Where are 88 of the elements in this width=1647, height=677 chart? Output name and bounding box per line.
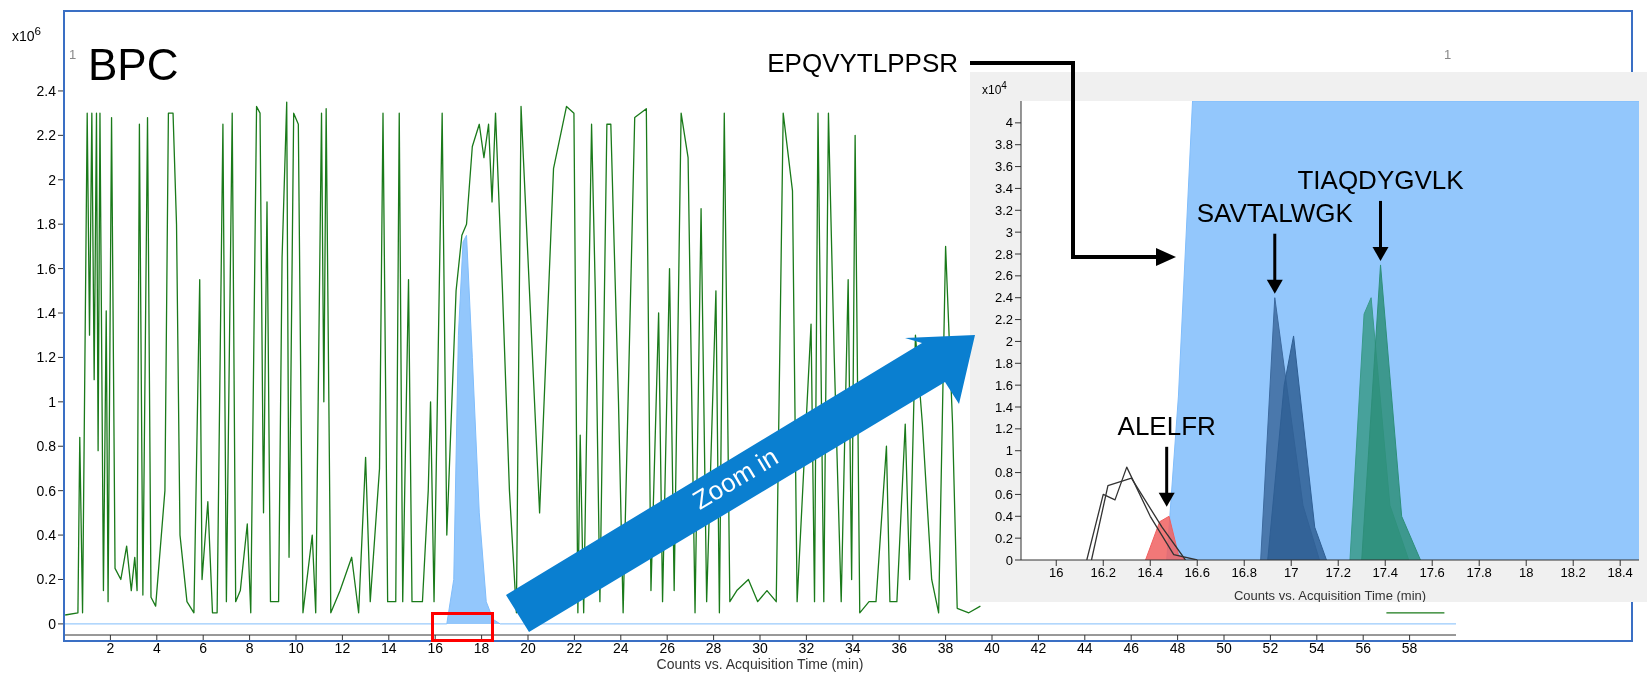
y-tick-label: 1 xyxy=(48,393,57,410)
annotation: 1 xyxy=(1444,47,1452,62)
x-tick-label: 46 xyxy=(1123,639,1140,656)
x-tick-label: 20 xyxy=(520,639,536,656)
y-axis-title: x10$^{4}$ xyxy=(982,80,1007,97)
y-tick-label: 0.8 xyxy=(994,465,1013,481)
x-tick-label: 17.4 xyxy=(1372,565,1398,581)
x-tick-label: 40 xyxy=(984,639,1000,656)
x-tick-label: 2 xyxy=(106,639,115,656)
x-tick-label: 34 xyxy=(845,639,861,656)
x-tick-label: 6 xyxy=(199,639,208,656)
x-tick-label: 17.2 xyxy=(1325,565,1351,581)
y-tick-label: 1 xyxy=(1005,443,1013,459)
y-tick-label: 1.2 xyxy=(994,421,1013,437)
x-tick-label: 18 xyxy=(473,639,490,656)
y-tick-label: 1.8 xyxy=(994,355,1013,371)
x-tick-label: 52 xyxy=(1262,639,1279,656)
x-tick-label: 30 xyxy=(752,639,768,656)
x-tick-label: 44 xyxy=(1077,639,1093,656)
x-tick-label: 16.6 xyxy=(1184,565,1210,581)
x-tick-label: 12 xyxy=(334,639,351,656)
x-tick-label: 56 xyxy=(1355,639,1372,656)
y-tick-label: 0.2 xyxy=(994,530,1013,546)
y-tick-label: 1.6 xyxy=(36,260,57,277)
annotation: 1 xyxy=(69,47,77,62)
x-tick-label: 48 xyxy=(1169,639,1186,656)
x-tick-label: 17 xyxy=(1283,565,1299,581)
y-tick-label: 0.6 xyxy=(994,487,1013,503)
x-tick-label: 16.2 xyxy=(1090,565,1116,581)
y-axis-title: x10$^{6}$ xyxy=(12,24,42,44)
y-tick-label: 2.2 xyxy=(36,127,57,144)
x-tick-label: 17.8 xyxy=(1466,565,1492,581)
x-tick-label: 54 xyxy=(1309,639,1325,656)
y-tick-label: 2.8 xyxy=(994,246,1013,262)
x-tick-label: 18.4 xyxy=(1607,565,1633,581)
x-tick-label: 16 xyxy=(427,639,444,656)
y-tick-label: 2.4 xyxy=(994,290,1013,306)
y-tick-label: 1.6 xyxy=(994,377,1013,393)
y-tick-label: 0.6 xyxy=(36,482,57,499)
y-tick-label: 2.2 xyxy=(994,312,1013,328)
x-tick-label: 26 xyxy=(659,639,676,656)
y-tick-label: 3.4 xyxy=(994,181,1013,197)
y-tick-label: 2.4 xyxy=(36,82,57,99)
x-tick-label: 17.6 xyxy=(1419,565,1445,581)
x-tick-label: 38 xyxy=(937,639,954,656)
annotation: EPQVYTLPPSR xyxy=(767,48,958,78)
annotation: Zoom in xyxy=(687,441,784,516)
y-tick-label: 3.8 xyxy=(994,137,1013,153)
x-tick-label: 42 xyxy=(1030,639,1047,656)
x-tick-label: 24 xyxy=(613,639,629,656)
y-tick-label: 0.8 xyxy=(36,438,57,455)
x-tick-label: 16.4 xyxy=(1137,565,1163,581)
y-tick-label: 3 xyxy=(1005,224,1013,240)
y-tick-label: 0.4 xyxy=(36,527,57,544)
y-tick-label: 4 xyxy=(1005,115,1013,131)
x-tick-label: 14 xyxy=(381,639,397,656)
x-tick-label: 16 xyxy=(1049,565,1064,581)
y-tick-label: 1.8 xyxy=(36,216,57,233)
x-tick-label: 4 xyxy=(152,639,161,656)
x-tick-label: 10 xyxy=(288,639,304,656)
y-tick-label: 3.2 xyxy=(994,202,1013,218)
x-tick-label: 18.2 xyxy=(1560,565,1586,581)
x-tick-label: 8 xyxy=(245,639,254,656)
x-axis-title: Counts vs. Acquisition Time (min) xyxy=(1233,588,1427,603)
y-tick-label: 1.2 xyxy=(36,349,57,366)
annotation: ALELFR xyxy=(1117,410,1216,441)
x-tick-label: 18 xyxy=(1518,565,1534,581)
y-tick-label: 0.2 xyxy=(36,571,57,588)
y-tick-label: 0.4 xyxy=(994,508,1013,524)
annotation: SAVTALWGK xyxy=(1196,197,1354,228)
y-tick-label: 1.4 xyxy=(36,304,57,321)
x-axis-title: Counts vs. Acquisition Time (min) xyxy=(656,656,864,672)
y-tick-label: 2.6 xyxy=(994,268,1013,284)
y-tick-label: 3.6 xyxy=(994,159,1013,175)
y-tick-label: 1.4 xyxy=(994,399,1013,415)
y-tick-label: 2 xyxy=(1005,334,1013,350)
x-tick-label: 36 xyxy=(891,639,908,656)
x-tick-label: 16.8 xyxy=(1231,565,1257,581)
annotation: TIAQDYGVLK xyxy=(1297,164,1465,195)
x-tick-label: 50 xyxy=(1216,639,1232,656)
y-tick-label: 2 xyxy=(48,171,57,188)
y-tick-label: 0 xyxy=(48,615,57,632)
x-tick-label: 28 xyxy=(705,639,722,656)
x-tick-label: 58 xyxy=(1401,639,1418,656)
x-tick-label: 22 xyxy=(566,639,583,656)
text: BPC xyxy=(88,40,179,90)
x-tick-label: 32 xyxy=(798,639,815,656)
y-tick-label: 0 xyxy=(1005,552,1013,568)
